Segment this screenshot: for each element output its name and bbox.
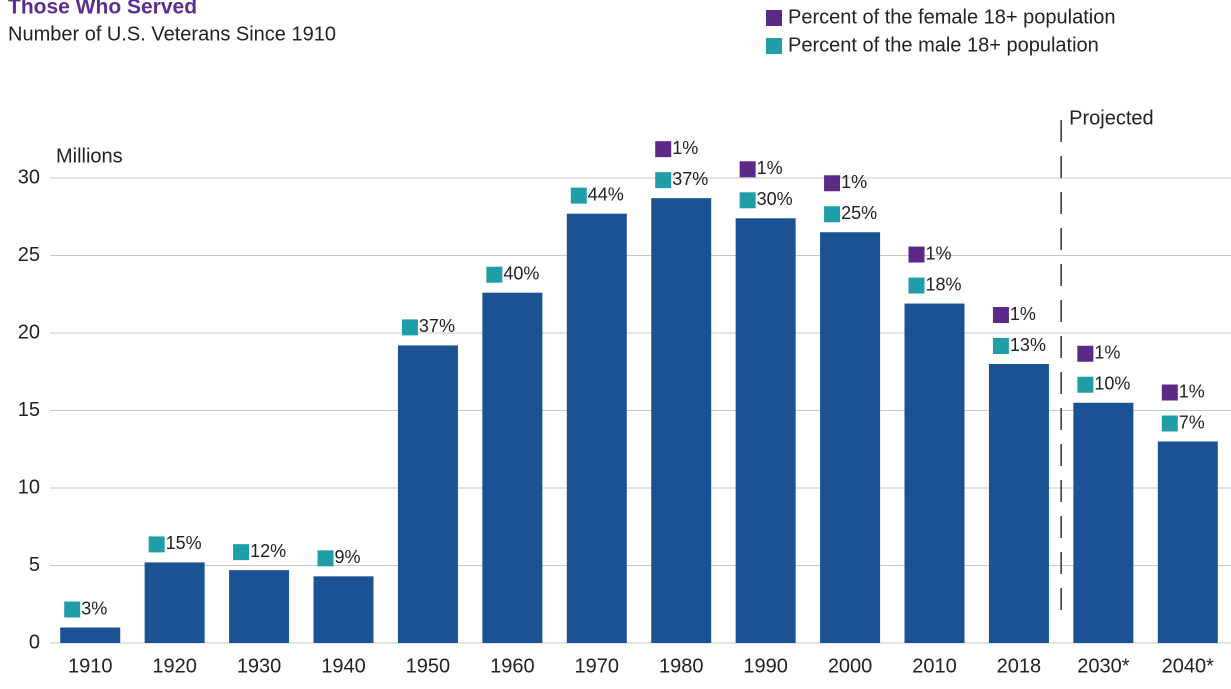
- data-label: 44%: [588, 184, 624, 204]
- bar: [904, 303, 965, 643]
- label-swatch: [486, 266, 503, 283]
- label-swatch: [739, 192, 756, 209]
- label-swatch: [824, 206, 841, 223]
- x-tick-label: 2030*: [1077, 655, 1129, 677]
- y-tick-label: 30: [18, 166, 40, 188]
- annotation: Projected: [1069, 107, 1154, 129]
- x-tick-label: 2000: [828, 655, 873, 677]
- label-swatch: [1161, 384, 1178, 401]
- data-label: 37%: [672, 169, 708, 189]
- data-label: 1%: [1094, 343, 1120, 363]
- x-tick-label: 1910: [68, 655, 113, 677]
- y-tick-label: 15: [18, 399, 40, 421]
- y-tick-label: 10: [18, 476, 40, 498]
- y-tick-label: 5: [29, 554, 40, 576]
- label-swatch: [655, 141, 672, 158]
- data-label: 40%: [503, 263, 539, 283]
- label-swatch: [233, 544, 250, 561]
- data-label: 1%: [1010, 304, 1036, 324]
- y-tick-label: 0: [29, 631, 40, 653]
- label-swatch: [1161, 415, 1178, 432]
- label-swatch: [655, 172, 672, 189]
- bar: [482, 292, 543, 643]
- bar: [651, 198, 712, 643]
- legend-swatch: [766, 10, 782, 26]
- x-tick-label: 2018: [997, 655, 1042, 677]
- label-swatch: [64, 601, 81, 618]
- x-tick-label: 1990: [743, 655, 788, 677]
- label-swatch: [908, 277, 925, 294]
- bar: [820, 232, 881, 643]
- y-tick-label: 25: [18, 244, 40, 266]
- legend-swatch: [766, 38, 782, 54]
- data-label: 25%: [841, 203, 877, 223]
- data-label: 13%: [1010, 335, 1046, 355]
- bar: [735, 218, 796, 644]
- data-label: 15%: [166, 533, 202, 553]
- data-label: 1%: [672, 138, 698, 158]
- x-tick-label: 1950: [406, 655, 451, 677]
- bar: [988, 364, 1049, 643]
- label-swatch: [1077, 345, 1094, 362]
- label-swatch: [148, 536, 165, 553]
- chart-title: Those Who Served: [8, 0, 197, 19]
- chart-subtitle: Number of U.S. Veterans Since 1910: [8, 23, 336, 45]
- label-swatch: [317, 550, 334, 567]
- x-tick-label: 1940: [321, 655, 366, 677]
- data-label: 30%: [757, 189, 793, 209]
- data-label: 12%: [250, 541, 286, 561]
- label-swatch: [739, 161, 756, 178]
- x-tick-label: 2010: [912, 655, 957, 677]
- label-swatch: [992, 307, 1009, 323]
- label-swatch: [908, 246, 925, 263]
- x-tick-label: 1920: [152, 655, 197, 677]
- bar: [313, 576, 374, 643]
- x-tick-label: 1960: [490, 655, 535, 677]
- bar: [1157, 441, 1218, 643]
- label-swatch: [992, 338, 1009, 354]
- label-swatch: [570, 187, 587, 204]
- bar: [397, 345, 458, 643]
- data-label: 1%: [757, 158, 783, 178]
- x-tick-label: 1980: [659, 655, 704, 677]
- data-label: 1%: [841, 172, 867, 192]
- data-label: 1%: [926, 243, 952, 263]
- bar: [60, 627, 121, 643]
- label-swatch: [824, 175, 841, 192]
- bar: [144, 562, 205, 643]
- data-label: 18%: [926, 274, 962, 294]
- label-swatch: [401, 319, 418, 336]
- data-label: 9%: [335, 547, 361, 567]
- bar: [229, 570, 290, 643]
- data-label: 7%: [1179, 412, 1205, 432]
- x-tick-label: 2040*: [1162, 655, 1214, 677]
- data-label: 3%: [81, 598, 107, 618]
- y-tick-label: 20: [18, 321, 40, 343]
- bar: [566, 213, 627, 643]
- data-label: 1%: [1179, 381, 1205, 401]
- x-tick-label: 1970: [575, 655, 620, 677]
- data-label: 37%: [419, 316, 455, 336]
- legend-label: Percent of the male 18+ population: [788, 34, 1099, 56]
- x-tick-label: 1930: [237, 655, 282, 677]
- label-swatch: [1077, 376, 1094, 393]
- legend-label: Percent of the female 18+ population: [788, 6, 1115, 28]
- y-axis-label: Millions: [56, 145, 123, 167]
- data-label: 10%: [1094, 374, 1130, 394]
- bar: [1073, 402, 1134, 643]
